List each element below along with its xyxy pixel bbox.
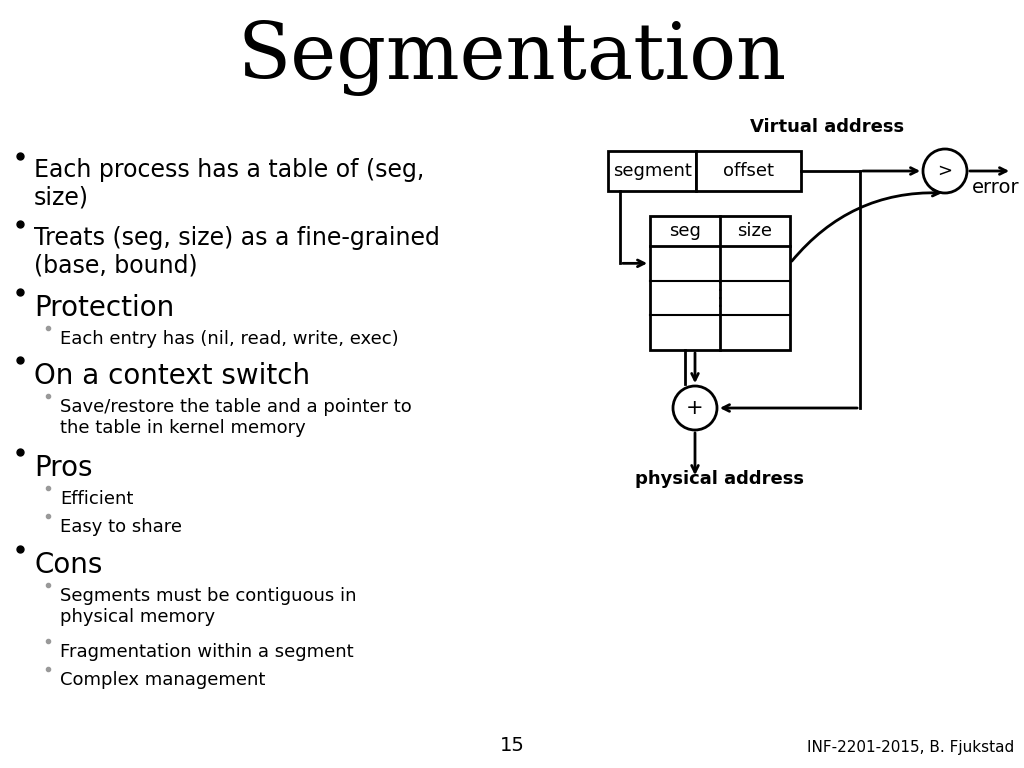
Text: Segments must be contiguous in
physical memory: Segments must be contiguous in physical …	[60, 587, 356, 626]
Text: Virtual address: Virtual address	[750, 118, 904, 136]
Text: +: +	[686, 398, 703, 418]
Text: :
:: : :	[717, 276, 723, 310]
Text: Fragmentation within a segment: Fragmentation within a segment	[60, 643, 353, 661]
Text: Efficient: Efficient	[60, 490, 133, 508]
Text: Save/restore the table and a pointer to
the table in kernel memory: Save/restore the table and a pointer to …	[60, 398, 412, 437]
Bar	[696, 151, 801, 191]
Text: >: >	[938, 162, 952, 180]
FancyArrowPatch shape	[792, 190, 939, 261]
Text: error: error	[972, 177, 1020, 197]
Text: Protection: Protection	[34, 294, 174, 322]
Text: Segmentation: Segmentation	[238, 20, 786, 96]
Text: INF-2201-2015, B. Fjukstad: INF-2201-2015, B. Fjukstad	[807, 740, 1014, 755]
Circle shape	[923, 149, 967, 193]
Text: Each process has a table of (seg,
size): Each process has a table of (seg, size)	[34, 158, 424, 210]
Text: offset: offset	[723, 162, 774, 180]
Text: Complex management: Complex management	[60, 671, 265, 689]
Bar	[650, 216, 790, 350]
Text: On a context switch: On a context switch	[34, 362, 310, 390]
Text: Treats (seg, size) as a fine-grained
(base, bound): Treats (seg, size) as a fine-grained (ba…	[34, 226, 440, 278]
Text: seg: seg	[669, 222, 701, 240]
Text: Easy to share: Easy to share	[60, 518, 182, 536]
Bar	[608, 151, 696, 191]
Text: 15: 15	[500, 736, 524, 755]
Text: segment: segment	[612, 162, 691, 180]
Circle shape	[673, 386, 717, 430]
Text: physical address: physical address	[635, 470, 804, 488]
Text: Pros: Pros	[34, 454, 92, 482]
Text: size: size	[737, 222, 772, 240]
Text: Each entry has (nil, read, write, exec): Each entry has (nil, read, write, exec)	[60, 330, 398, 348]
Text: Cons: Cons	[34, 551, 102, 579]
